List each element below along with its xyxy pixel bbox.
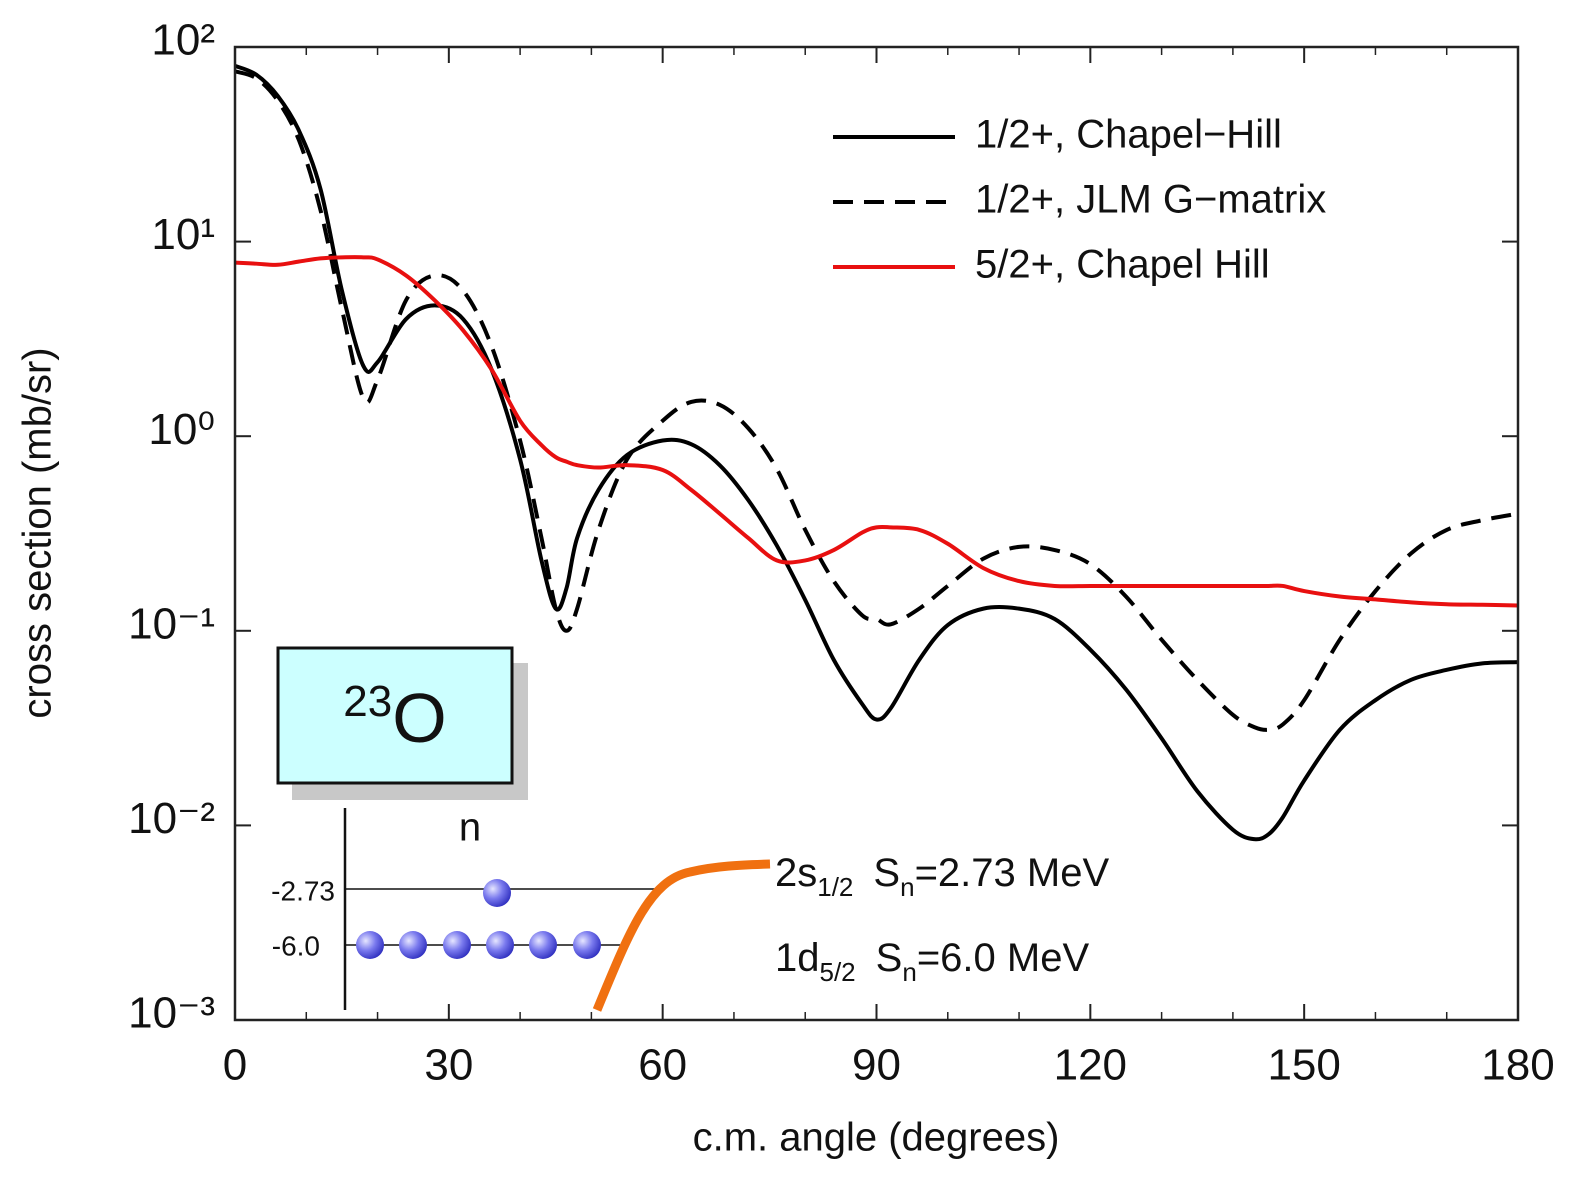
x-tick-label: 150 [1267, 1041, 1340, 1090]
orbital: 2s [775, 851, 817, 895]
nucleus-label: 23O [343, 677, 446, 758]
x-axis-label: c.m. angle (degrees) [693, 1116, 1060, 1160]
sep-value: =6.0 MeV [917, 936, 1090, 980]
level-label: 1d5/2 Sn=6.0 MeV [775, 936, 1089, 987]
mass-number: 23 [343, 677, 392, 726]
orbital-sub: 1/2 [817, 872, 853, 902]
x-tick-label: 120 [1054, 1041, 1127, 1090]
sep-sub: n [900, 872, 914, 902]
y-tick-label: 10⁻¹ [128, 599, 215, 648]
x-tick-label: 30 [424, 1041, 473, 1090]
neutron [483, 879, 511, 907]
sep-symbol: S [876, 936, 903, 980]
neutron [399, 931, 427, 959]
level-energy: -2.73 [271, 875, 335, 906]
series-line [235, 69, 1518, 732]
y-tick-label: 10⁰ [148, 405, 215, 454]
x-tick-label: 0 [223, 1041, 247, 1090]
y-tick-label: 10² [151, 16, 215, 65]
particle-label: n [459, 806, 481, 850]
x-tick-label: 90 [852, 1041, 901, 1090]
x-tick-label: 60 [638, 1041, 687, 1090]
sep-symbol: S [873, 851, 900, 895]
y-tick-label: 10⁻² [128, 794, 215, 843]
series-line [235, 63, 1518, 842]
neutron [573, 931, 601, 959]
nucleus-box [276, 646, 514, 785]
neutron [486, 931, 514, 959]
orbital-sub: 5/2 [820, 957, 856, 987]
plot-frame [233, 45, 1520, 1022]
neutron [443, 931, 471, 959]
y-axis-label: cross section (mb/sr) [16, 347, 60, 718]
legend-label: 1/2+, Chapel−Hill [975, 113, 1282, 157]
level-label: 2s1/2 Sn=2.73 MeV [775, 851, 1109, 902]
potential-curve [592, 859, 771, 1012]
neutron [529, 931, 557, 959]
y-tick-label: 10¹ [151, 210, 215, 259]
legend-label: 1/2+, JLM G−matrix [975, 178, 1326, 222]
series-line [235, 255, 1518, 608]
inset: 23O n -2.73 -6.0 2s1/2 Sn=2.73 MeV 1d5/2 S… [271, 646, 1109, 1012]
neutron [356, 931, 384, 959]
level-energy: -6.0 [272, 930, 320, 961]
plot-area: 0 30 60 90 120 150 180 10⁻³ 10⁻² 10⁻¹ 10⁰ 10¹ 10² 1/2… [128, 16, 1555, 1090]
element: O [392, 679, 446, 757]
orbital: 1d [775, 936, 820, 980]
legend-label: 5/2+, Chapel Hill [975, 243, 1270, 287]
sep-sub: n [902, 957, 916, 987]
y-tick-label: 10⁻³ [128, 989, 215, 1038]
sep-value: =2.73 MeV [915, 851, 1110, 895]
x-tick-label: 180 [1481, 1041, 1554, 1090]
